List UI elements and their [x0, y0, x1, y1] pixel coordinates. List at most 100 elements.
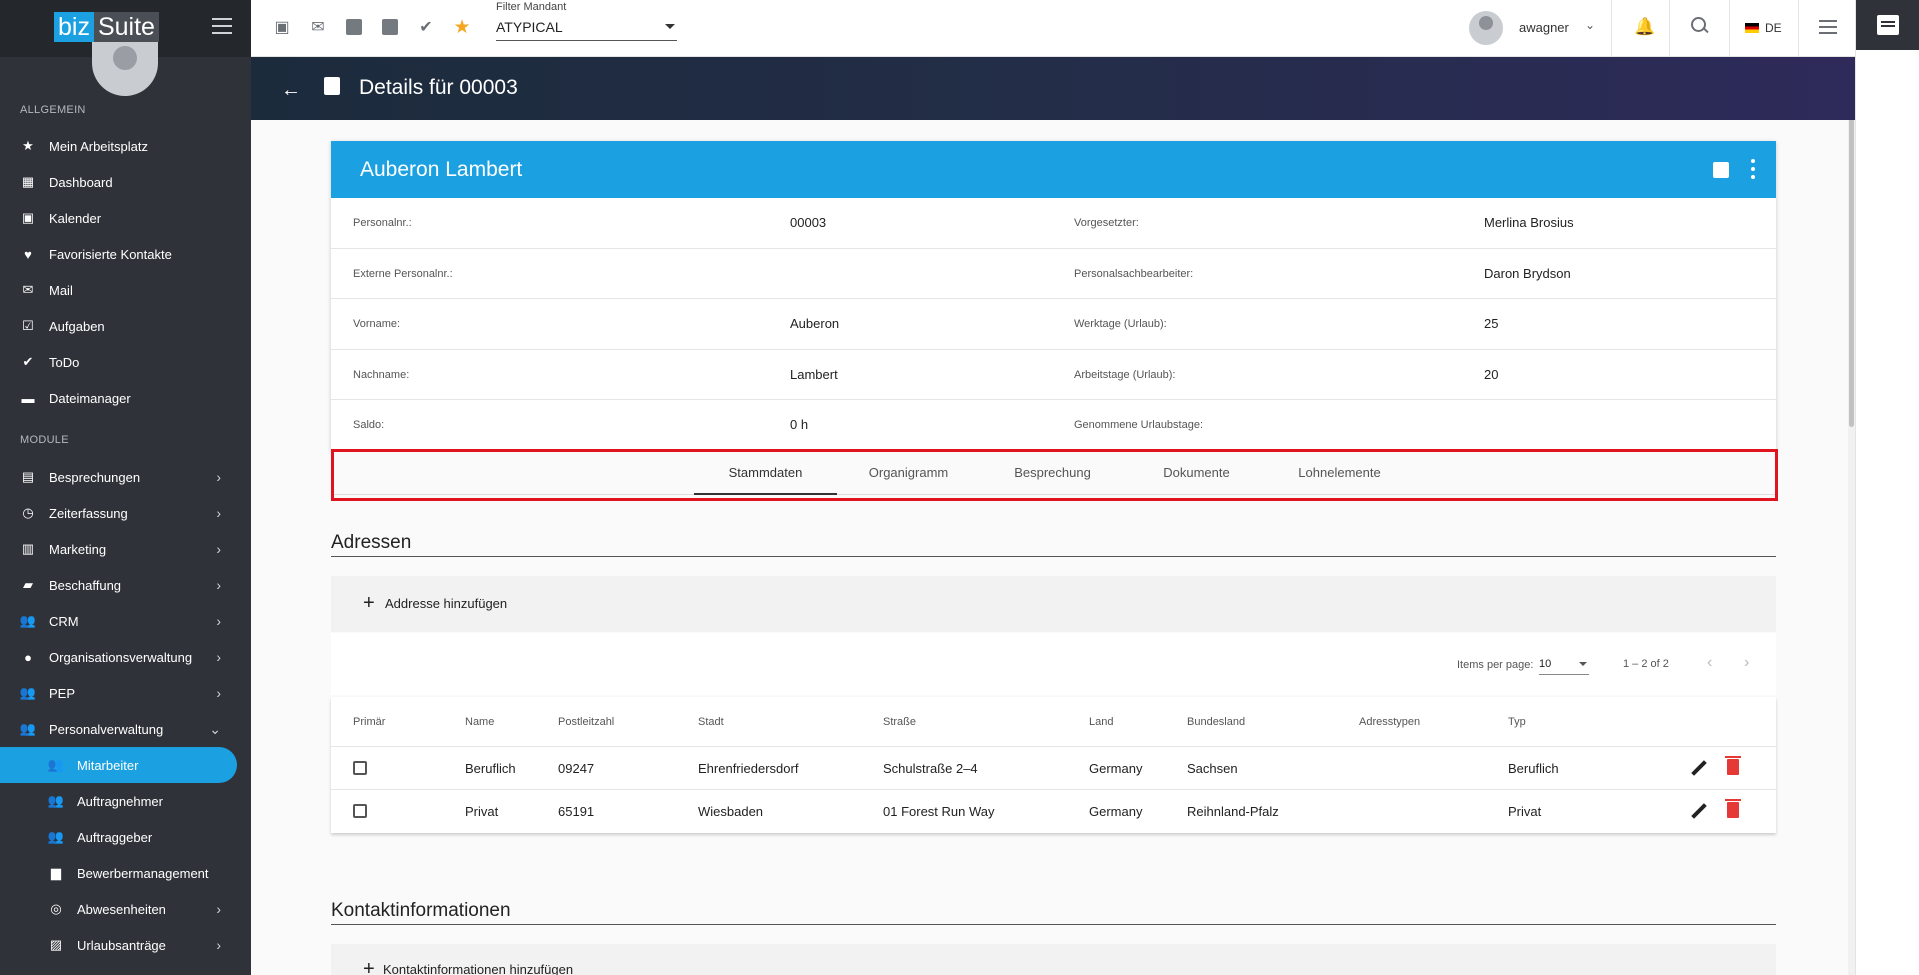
sidebar-item-aufgaben[interactable]: ☑ Aufgaben [0, 308, 251, 344]
sidebar-item-bewerbermanagement[interactable]: ▆ Bewerbermanagement [0, 855, 251, 891]
section-divider [331, 924, 1776, 925]
sidebar-item-abwesenheiten[interactable]: ◎ Abwesenheiten › [0, 891, 251, 927]
column-header[interactable]: Name [465, 716, 495, 728]
mail-icon[interactable]: ✉ [311, 19, 325, 36]
more-vert-icon[interactable] [1751, 159, 1755, 179]
column-header[interactable]: Typ [1508, 716, 1526, 728]
delete-icon[interactable] [1725, 799, 1741, 818]
info-label: Personalnr.: [353, 217, 412, 229]
sidebar-item-label: Auftragnehmer [77, 793, 163, 809]
sidebar-item-besprechungen[interactable]: ▤ Besprechungen › [0, 459, 251, 495]
column-header[interactable]: Adresstypen [1359, 716, 1421, 728]
sidebar-item-label: Favorisierte Kontakte [49, 246, 172, 262]
folder-icon: ▬ [21, 390, 35, 406]
tab-organigramm[interactable]: Organigramm [868, 465, 949, 480]
column-header[interactable]: Postleitzahl [558, 716, 615, 728]
sidebar-item-crm[interactable]: 👥 CRM › [0, 603, 251, 639]
search-icon[interactable] [1691, 17, 1709, 35]
chevron-down-icon[interactable]: ⌄ [1585, 18, 1596, 32]
primary-checkbox[interactable] [353, 761, 367, 775]
sidebar-item-label: Aufgaben [49, 318, 105, 334]
sidebar-item-label: Marketing [49, 541, 107, 557]
report-icon[interactable] [1713, 162, 1729, 178]
task-check-icon[interactable] [382, 19, 398, 35]
contact-card-icon[interactable] [346, 19, 362, 35]
next-page-icon[interactable]: › [1744, 654, 1750, 671]
column-header[interactable]: Land [1089, 716, 1114, 728]
sidebar-item-kalender[interactable]: ▣ Kalender [0, 200, 251, 236]
column-header[interactable]: Primär [353, 716, 386, 728]
sidebar-item-marketing[interactable]: ▥ Marketing › [0, 531, 251, 567]
german-flag-icon[interactable] [1745, 23, 1759, 33]
cell-country: Germany [1089, 804, 1143, 819]
calendar-icon[interactable]: ▣ [274, 19, 290, 36]
sidebar-item-label: ToDo [49, 354, 80, 370]
chevron-right-icon: › [216, 685, 221, 701]
tab-lohnelemente[interactable]: Lohnelemente [1298, 465, 1381, 480]
language-selector[interactable]: DE [1765, 21, 1782, 35]
scrollbar-thumb[interactable] [1849, 67, 1854, 427]
sidebar-item-auftraggeber[interactable]: 👥 Auftraggeber [0, 819, 251, 855]
divider [1611, 0, 1612, 57]
page-scrollbar[interactable] [1848, 57, 1855, 975]
sidebar-item-urlaubsantraege[interactable]: ▨ Urlaubsanträge › [0, 927, 251, 963]
user-avatar[interactable] [1469, 11, 1503, 45]
sidebar-item-dateimanager[interactable]: ▬ Dateimanager [0, 380, 251, 416]
sidebar-item-label: Organisationsverwaltung [49, 649, 193, 665]
column-header[interactable]: Stadt [698, 716, 724, 728]
sidebar-item-label: Dashboard [49, 174, 113, 190]
sidebar-item-mail[interactable]: ✉ Mail [0, 272, 251, 308]
previous-page-icon[interactable]: ‹ [1707, 654, 1713, 671]
sidebar-item-favorisierte-kontakte[interactable]: ♥ Favorisierte Kontakte [0, 236, 251, 272]
items-per-page-select[interactable]: 10 [1539, 655, 1589, 675]
clock-icon: ◷ [22, 505, 34, 520]
info-label: Genommene Urlaubstage: [1074, 419, 1204, 431]
bizsuite-logo[interactable]: biz Suite [54, 12, 159, 42]
add-address-button[interactable]: + Addresse hinzufügen [331, 576, 1776, 632]
sidebar-item-organisationsverwaltung[interactable]: ● Organisationsverwaltung › [0, 639, 251, 675]
table-row: Beruflich 09247 Ehrenfriedersdorf Schuls… [331, 747, 1776, 790]
info-value: Auberon [790, 316, 840, 331]
sidebar-item-dashboard[interactable]: ▦ Dashboard [0, 164, 251, 200]
absence-icon: ◎ [50, 901, 62, 916]
tab-stammdaten[interactable]: Stammdaten [694, 450, 837, 495]
sidebar-item-todo[interactable]: ✔ ToDo [0, 344, 251, 380]
sidebar-item-label: PEP [49, 685, 76, 701]
cell-zip: 09247 [558, 761, 595, 776]
menu-toggle-icon[interactable] [212, 18, 232, 34]
double-check-icon[interactable]: ✔ [419, 19, 433, 36]
chat-button[interactable] [1856, 0, 1919, 50]
sidebar-item-mein-arbeitsplatz[interactable]: ★ Mein Arbeitsplatz [0, 128, 251, 164]
sidebar-item-mitarbeiter[interactable]: 👥 Mitarbeiter [0, 747, 237, 783]
edit-icon[interactable] [1690, 759, 1706, 777]
filter-mandant-select[interactable]: ATYPICAL [496, 17, 677, 41]
chevron-right-icon: › [216, 937, 221, 953]
sidebar-item-auftragnehmer[interactable]: 👥 Auftragnehmer [0, 783, 251, 819]
detail-tabs: Stammdaten Organigramm Besprechung Dokum… [331, 450, 1776, 495]
page-range: 1 – 2 of 2 [1623, 658, 1669, 670]
favorite-star-icon[interactable]: ★ [453, 16, 471, 38]
bell-icon[interactable]: 🔔 [1634, 17, 1656, 36]
sidebar-item-personalverwaltung[interactable]: 👥 Personalverwaltung ⌄ [0, 711, 251, 747]
briefcase-icon: ▆ [51, 865, 61, 880]
sidebar-item-beschaffung[interactable]: ▰ Beschaffung › [0, 567, 251, 603]
edit-icon[interactable] [1690, 802, 1706, 820]
tab-besprechung[interactable]: Besprechung [1014, 465, 1091, 480]
add-contact-button[interactable]: + Kontaktinformationen hinzufügen [331, 944, 1776, 975]
column-header[interactable]: Bundesland [1187, 716, 1246, 728]
sidebar-item-zeiterfassung[interactable]: ◷ Zeiterfassung › [0, 495, 251, 531]
column-header[interactable]: Straße [883, 716, 917, 728]
delete-icon[interactable] [1725, 756, 1741, 775]
back-arrow-icon[interactable]: ← [281, 79, 301, 101]
address-table: Primär Name Postleitzahl Stadt Straße La… [331, 697, 1776, 833]
page-title: Details für 00003 [359, 76, 518, 99]
sidebar-item-label: Dateimanager [49, 390, 131, 406]
chevron-right-icon: › [216, 505, 221, 521]
sidebar-item-pep[interactable]: 👥 PEP › [0, 675, 251, 711]
primary-checkbox[interactable] [353, 804, 367, 818]
filter-mandant-value: ATYPICAL [496, 19, 563, 35]
list-menu-icon[interactable] [1819, 20, 1837, 34]
username[interactable]: awagner [1519, 20, 1569, 35]
tab-dokumente[interactable]: Dokumente [1163, 465, 1230, 480]
info-label: Arbeitstage (Urlaub): [1074, 368, 1176, 381]
